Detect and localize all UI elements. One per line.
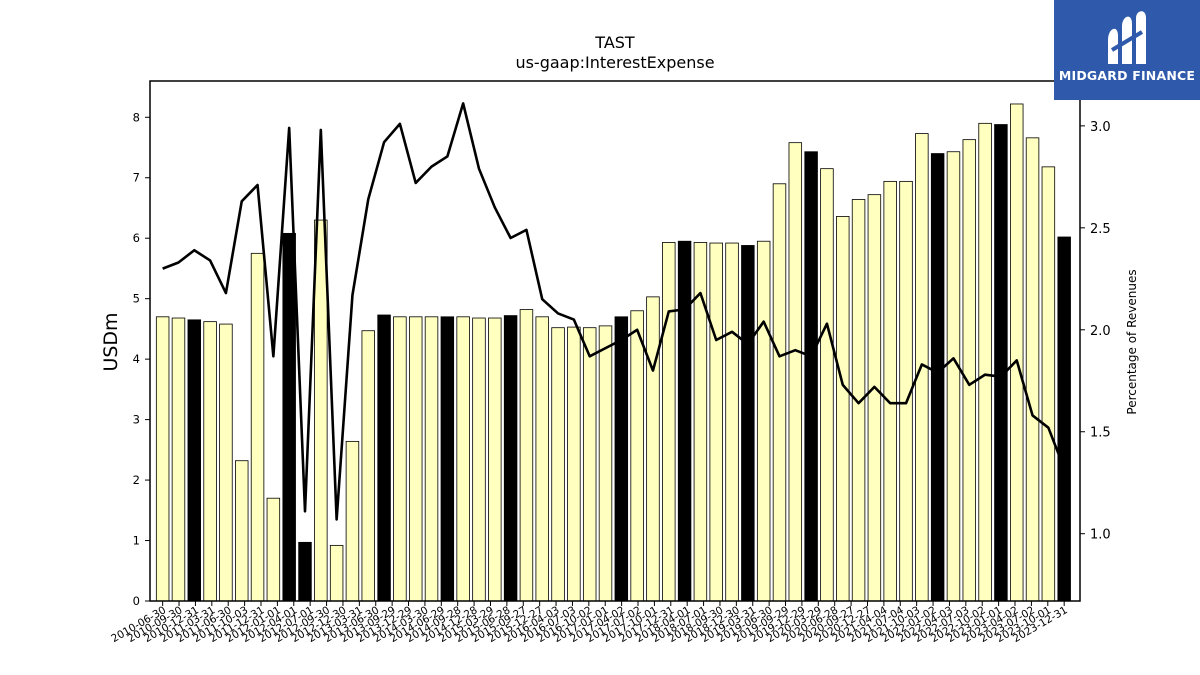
bar-7 xyxy=(266,497,281,602)
bar-29 xyxy=(614,316,629,602)
bar-55 xyxy=(1025,137,1040,602)
bar-13 xyxy=(361,330,375,602)
bar-2 xyxy=(187,319,202,602)
y-tick-label: 3 xyxy=(133,413,140,427)
bar-11 xyxy=(329,544,344,602)
bar-3 xyxy=(203,321,217,602)
bar-15 xyxy=(393,316,407,602)
bar-50 xyxy=(946,151,961,602)
bar-40 xyxy=(788,142,803,602)
bar-12 xyxy=(345,440,360,602)
y-tick-label: 0 xyxy=(133,594,140,608)
bar-51 xyxy=(962,139,977,602)
y-axis-label: USDm xyxy=(100,312,122,371)
y2-tick-label: 2.5 xyxy=(1090,222,1111,237)
y-tick-label: 5 xyxy=(133,292,140,306)
bar-5 xyxy=(235,460,249,602)
bar-36 xyxy=(725,242,739,602)
bar-33 xyxy=(677,240,692,602)
bar-9 xyxy=(298,541,312,602)
bar-39 xyxy=(772,183,787,602)
bar-22 xyxy=(503,315,518,602)
bar-16 xyxy=(408,316,423,602)
bar-25 xyxy=(551,327,565,602)
bar-23 xyxy=(519,309,534,602)
bar-37 xyxy=(741,245,755,602)
bar-42 xyxy=(820,168,834,602)
y-tick-label: 8 xyxy=(133,110,140,124)
bar-4 xyxy=(219,323,233,602)
bar-27 xyxy=(582,327,597,602)
y2-tick-label: 1.0 xyxy=(1090,528,1111,543)
bar-17 xyxy=(424,316,439,602)
bar-6 xyxy=(250,252,265,602)
bar-41 xyxy=(804,151,818,602)
plot-frame xyxy=(149,80,1081,602)
bar-54 xyxy=(1010,103,1024,602)
bar-0 xyxy=(155,316,170,602)
bar-32 xyxy=(662,242,676,602)
bar-45 xyxy=(867,194,882,602)
y2-axis-label: Percentage of Revenues xyxy=(1125,269,1139,414)
y-tick-label: 4 xyxy=(133,352,140,366)
bar-14 xyxy=(377,314,391,602)
bar-1 xyxy=(171,317,186,602)
bar-38 xyxy=(756,240,771,602)
bar-18 xyxy=(440,316,455,602)
bar-21 xyxy=(488,317,502,602)
chart-subtitle: us-gaap:InterestExpense xyxy=(515,53,714,72)
logo-text: MIDGARD FINANCE xyxy=(1058,68,1196,83)
axes-layer: 0123456781.01.52.02.53.02010-06-302010-0… xyxy=(109,80,1111,645)
y2-tick-label: 1.5 xyxy=(1090,426,1111,441)
bar-30 xyxy=(630,310,644,602)
bar-10 xyxy=(314,219,328,602)
bar-52 xyxy=(978,122,992,602)
bar-53 xyxy=(994,124,1008,602)
revenue-percentage-line xyxy=(162,102,1066,521)
bar-28 xyxy=(598,325,613,602)
y-tick-label: 6 xyxy=(133,231,140,245)
bar-56 xyxy=(1041,166,1056,602)
y2-tick-label: 2.0 xyxy=(1090,324,1111,339)
bar-24 xyxy=(535,316,549,602)
bar-19 xyxy=(456,316,470,602)
bar-8 xyxy=(282,232,296,602)
bar-43 xyxy=(836,216,850,602)
y2-tick-label: 3.0 xyxy=(1090,120,1111,135)
line-layer xyxy=(162,102,1066,521)
logo-mark-icon xyxy=(1108,11,1146,64)
bars-layer xyxy=(155,103,1071,602)
bar-31 xyxy=(646,296,660,602)
y-tick-label: 7 xyxy=(133,171,140,185)
bar-35 xyxy=(709,242,723,602)
bar-49 xyxy=(930,153,945,602)
bar-20 xyxy=(472,317,486,602)
midgard-finance-logo: MIDGARD FINANCE xyxy=(1054,0,1200,100)
y-tick-label: 2 xyxy=(133,473,140,487)
bar-57 xyxy=(1057,236,1071,602)
bar-46 xyxy=(883,180,897,602)
y-tick-label: 1 xyxy=(133,534,140,548)
bar-26 xyxy=(567,326,581,602)
chart-title: TAST xyxy=(594,33,635,52)
